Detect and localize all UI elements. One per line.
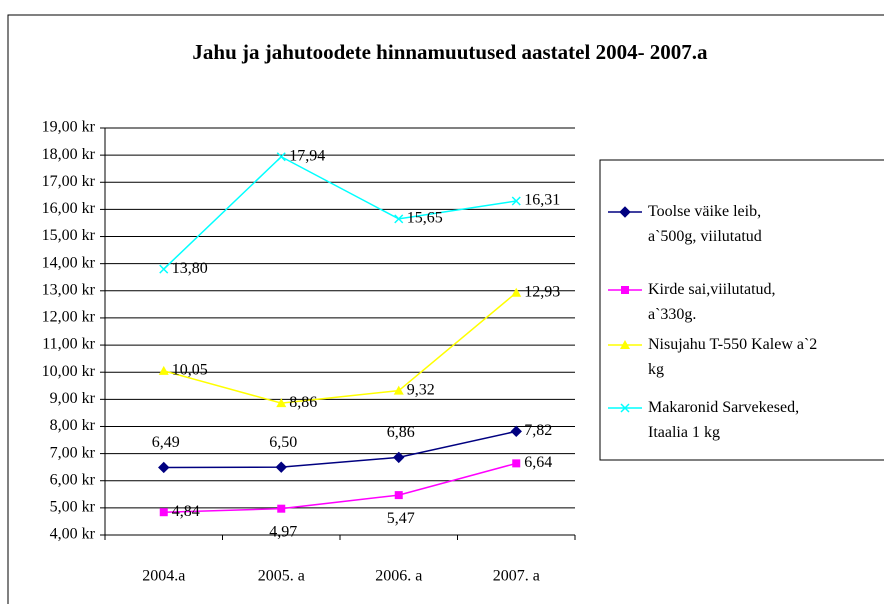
data-label: 6,64 <box>524 454 552 471</box>
marker <box>511 287 522 297</box>
marker <box>277 504 286 513</box>
marker <box>275 461 287 473</box>
y-tick-label: 8,00 kr <box>50 417 96 434</box>
data-label: 8,86 <box>289 394 317 411</box>
data-label: 4,97 <box>269 523 297 540</box>
series-line <box>163 430 517 469</box>
legend-label: Nisujahu T-550 Kalew a`2 kg <box>648 336 817 378</box>
data-label: 10,05 <box>172 362 208 379</box>
y-tick-label: 11,00 kr <box>42 336 95 353</box>
data-label: 13,80 <box>172 260 208 277</box>
marker <box>158 365 169 375</box>
y-tick-label: 5,00 kr <box>50 499 96 516</box>
legend-label-line: Nisujahu T-550 Kalew a`2 <box>648 336 817 353</box>
marker <box>512 459 521 468</box>
x-tick-label: 2004.a <box>142 568 185 585</box>
legend-label-line: Makaronid Sarvekesed, <box>648 399 799 416</box>
x-tick-label: 2006. a <box>375 568 422 585</box>
y-tick-label: 14,00 kr <box>42 254 96 271</box>
marker <box>159 264 169 274</box>
data-label: 12,93 <box>524 283 560 300</box>
series-line <box>163 155 517 270</box>
x-tick-label: 2005. a <box>258 568 305 585</box>
data-label: 4,84 <box>172 503 200 520</box>
data-label: 6,86 <box>387 424 415 441</box>
y-tick-label: 12,00 kr <box>42 309 96 326</box>
x-tick-label: 2007. a <box>493 568 540 585</box>
marker <box>276 398 287 408</box>
data-label: 6,49 <box>152 434 180 451</box>
marker <box>620 340 630 349</box>
legend-label: Kirde sai,viilutatud, a`330g. <box>648 281 776 323</box>
data-label: 5,47 <box>387 510 415 527</box>
legend-label-line: Kirde sai,viilutatud, <box>648 281 776 298</box>
y-tick-label: 7,00 kr <box>50 444 96 461</box>
y-tick-label: 4,00 kr <box>50 526 96 543</box>
data-label: 16,31 <box>524 192 560 209</box>
marker <box>394 214 404 224</box>
marker <box>511 196 521 206</box>
marker <box>510 425 522 438</box>
data-label: 9,32 <box>407 381 435 398</box>
marker <box>394 491 403 500</box>
marker <box>393 385 404 395</box>
data-label: 15,65 <box>407 210 443 227</box>
data-label: 7,82 <box>524 422 552 439</box>
marker <box>621 286 629 294</box>
marker <box>159 508 168 517</box>
legend-label-line: kg <box>648 361 664 378</box>
y-tick-label: 17,00 kr <box>42 173 96 190</box>
y-tick-label: 10,00 kr <box>42 363 96 380</box>
y-tick-label: 13,00 kr <box>42 281 96 298</box>
chart-title: Jahu ja jahutoodete hinnamuutused aastat… <box>192 40 708 64</box>
y-tick-label: 19,00 kr <box>42 119 96 136</box>
y-tick-label: 16,00 kr <box>42 200 96 217</box>
series-line <box>163 462 517 513</box>
data-label: 17,94 <box>289 147 325 164</box>
y-tick-label: 9,00 kr <box>50 390 96 407</box>
marker <box>393 451 405 464</box>
series-line <box>163 292 517 404</box>
y-tick-label: 6,00 kr <box>50 471 96 488</box>
marker <box>620 403 630 413</box>
legend-label-line: Toolse väike leib, <box>648 203 761 220</box>
data-label: 6,50 <box>269 434 297 451</box>
marker <box>158 461 170 474</box>
legend-label-line: a`500g, viilutatud <box>648 228 762 245</box>
legend-box <box>599 159 884 461</box>
legend-label: Makaronid Sarvekesed, Itaalia 1 kg <box>648 399 799 441</box>
legend-label: Toolse väike leib, a`500g, viilutatud <box>648 203 762 245</box>
marker <box>276 152 286 162</box>
marker <box>619 206 631 218</box>
legend-label-line: a`330g. <box>648 306 696 323</box>
legend-label-line: Itaalia 1 kg <box>648 424 720 441</box>
y-tick-label: 18,00 kr <box>42 146 96 163</box>
y-tick-label: 15,00 kr <box>42 227 96 244</box>
